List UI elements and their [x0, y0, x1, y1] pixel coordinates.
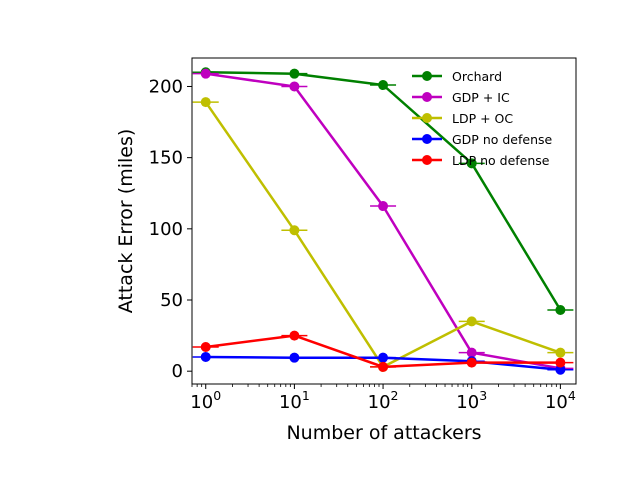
legend: Orchard GDP + IC LDP + OC GDP no defense LDP…	[412, 69, 553, 168]
data-point	[466, 316, 477, 327]
legend-item: LDP + OC	[412, 111, 513, 126]
y-axis-label: Attack Error (miles)	[115, 129, 137, 314]
x-tick-label: 100	[190, 388, 221, 413]
legend-item: GDP + IC	[412, 90, 510, 105]
y-tick-label: 100	[149, 219, 183, 240]
plot-area-frame	[191, 57, 577, 385]
data-point	[466, 357, 477, 368]
x-tick-label: 103	[456, 388, 487, 413]
data-point	[200, 341, 211, 352]
data-point	[200, 97, 211, 108]
legend-label: LDP + OC	[452, 111, 513, 126]
series-4	[192, 330, 574, 372]
data-point	[200, 351, 211, 362]
x-tick-label: 104	[545, 388, 576, 413]
data-point	[378, 361, 389, 372]
data-point	[555, 357, 566, 368]
legend-item: LDP no defense	[412, 153, 550, 168]
legend-marker	[422, 71, 432, 81]
y-tick-label: 200	[149, 76, 183, 97]
data-point	[200, 68, 211, 79]
data-point	[555, 304, 566, 315]
legend-label: GDP no defense	[452, 132, 553, 147]
series-1	[192, 68, 574, 374]
data-point	[378, 80, 389, 91]
series-0	[192, 67, 574, 315]
x-axis-label: Number of attackers	[286, 422, 481, 444]
y-tick-label: 150	[149, 148, 183, 169]
data-point	[466, 158, 477, 169]
legend-marker	[422, 155, 432, 165]
legend-item: GDP no defense	[412, 132, 553, 147]
series-layer	[192, 67, 574, 375]
y-tick-label: 50	[160, 290, 183, 311]
data-point	[289, 330, 300, 341]
legend-marker	[422, 134, 432, 144]
data-point	[289, 352, 300, 363]
data-point	[378, 201, 389, 212]
x-tick-label: 102	[368, 388, 399, 413]
x-tick-label: 101	[279, 388, 310, 413]
y-tick-label: 0	[172, 361, 183, 382]
legend-marker	[422, 113, 432, 123]
ticks-layer: 100 101 102 103 104 0 50 100 150 200	[149, 76, 576, 413]
data-point	[289, 225, 300, 236]
legend-label: GDP + IC	[452, 90, 510, 105]
legend-item: Orchard	[412, 69, 502, 84]
data-point	[555, 364, 566, 375]
data-point	[555, 347, 566, 358]
data-point	[378, 352, 389, 363]
data-point	[289, 68, 300, 79]
legend-label: LDP no defense	[452, 153, 550, 168]
legend-label: Orchard	[452, 69, 502, 84]
data-point	[289, 81, 300, 92]
data-point	[466, 347, 477, 358]
series-line	[205, 70, 562, 311]
legend-marker	[422, 92, 432, 102]
